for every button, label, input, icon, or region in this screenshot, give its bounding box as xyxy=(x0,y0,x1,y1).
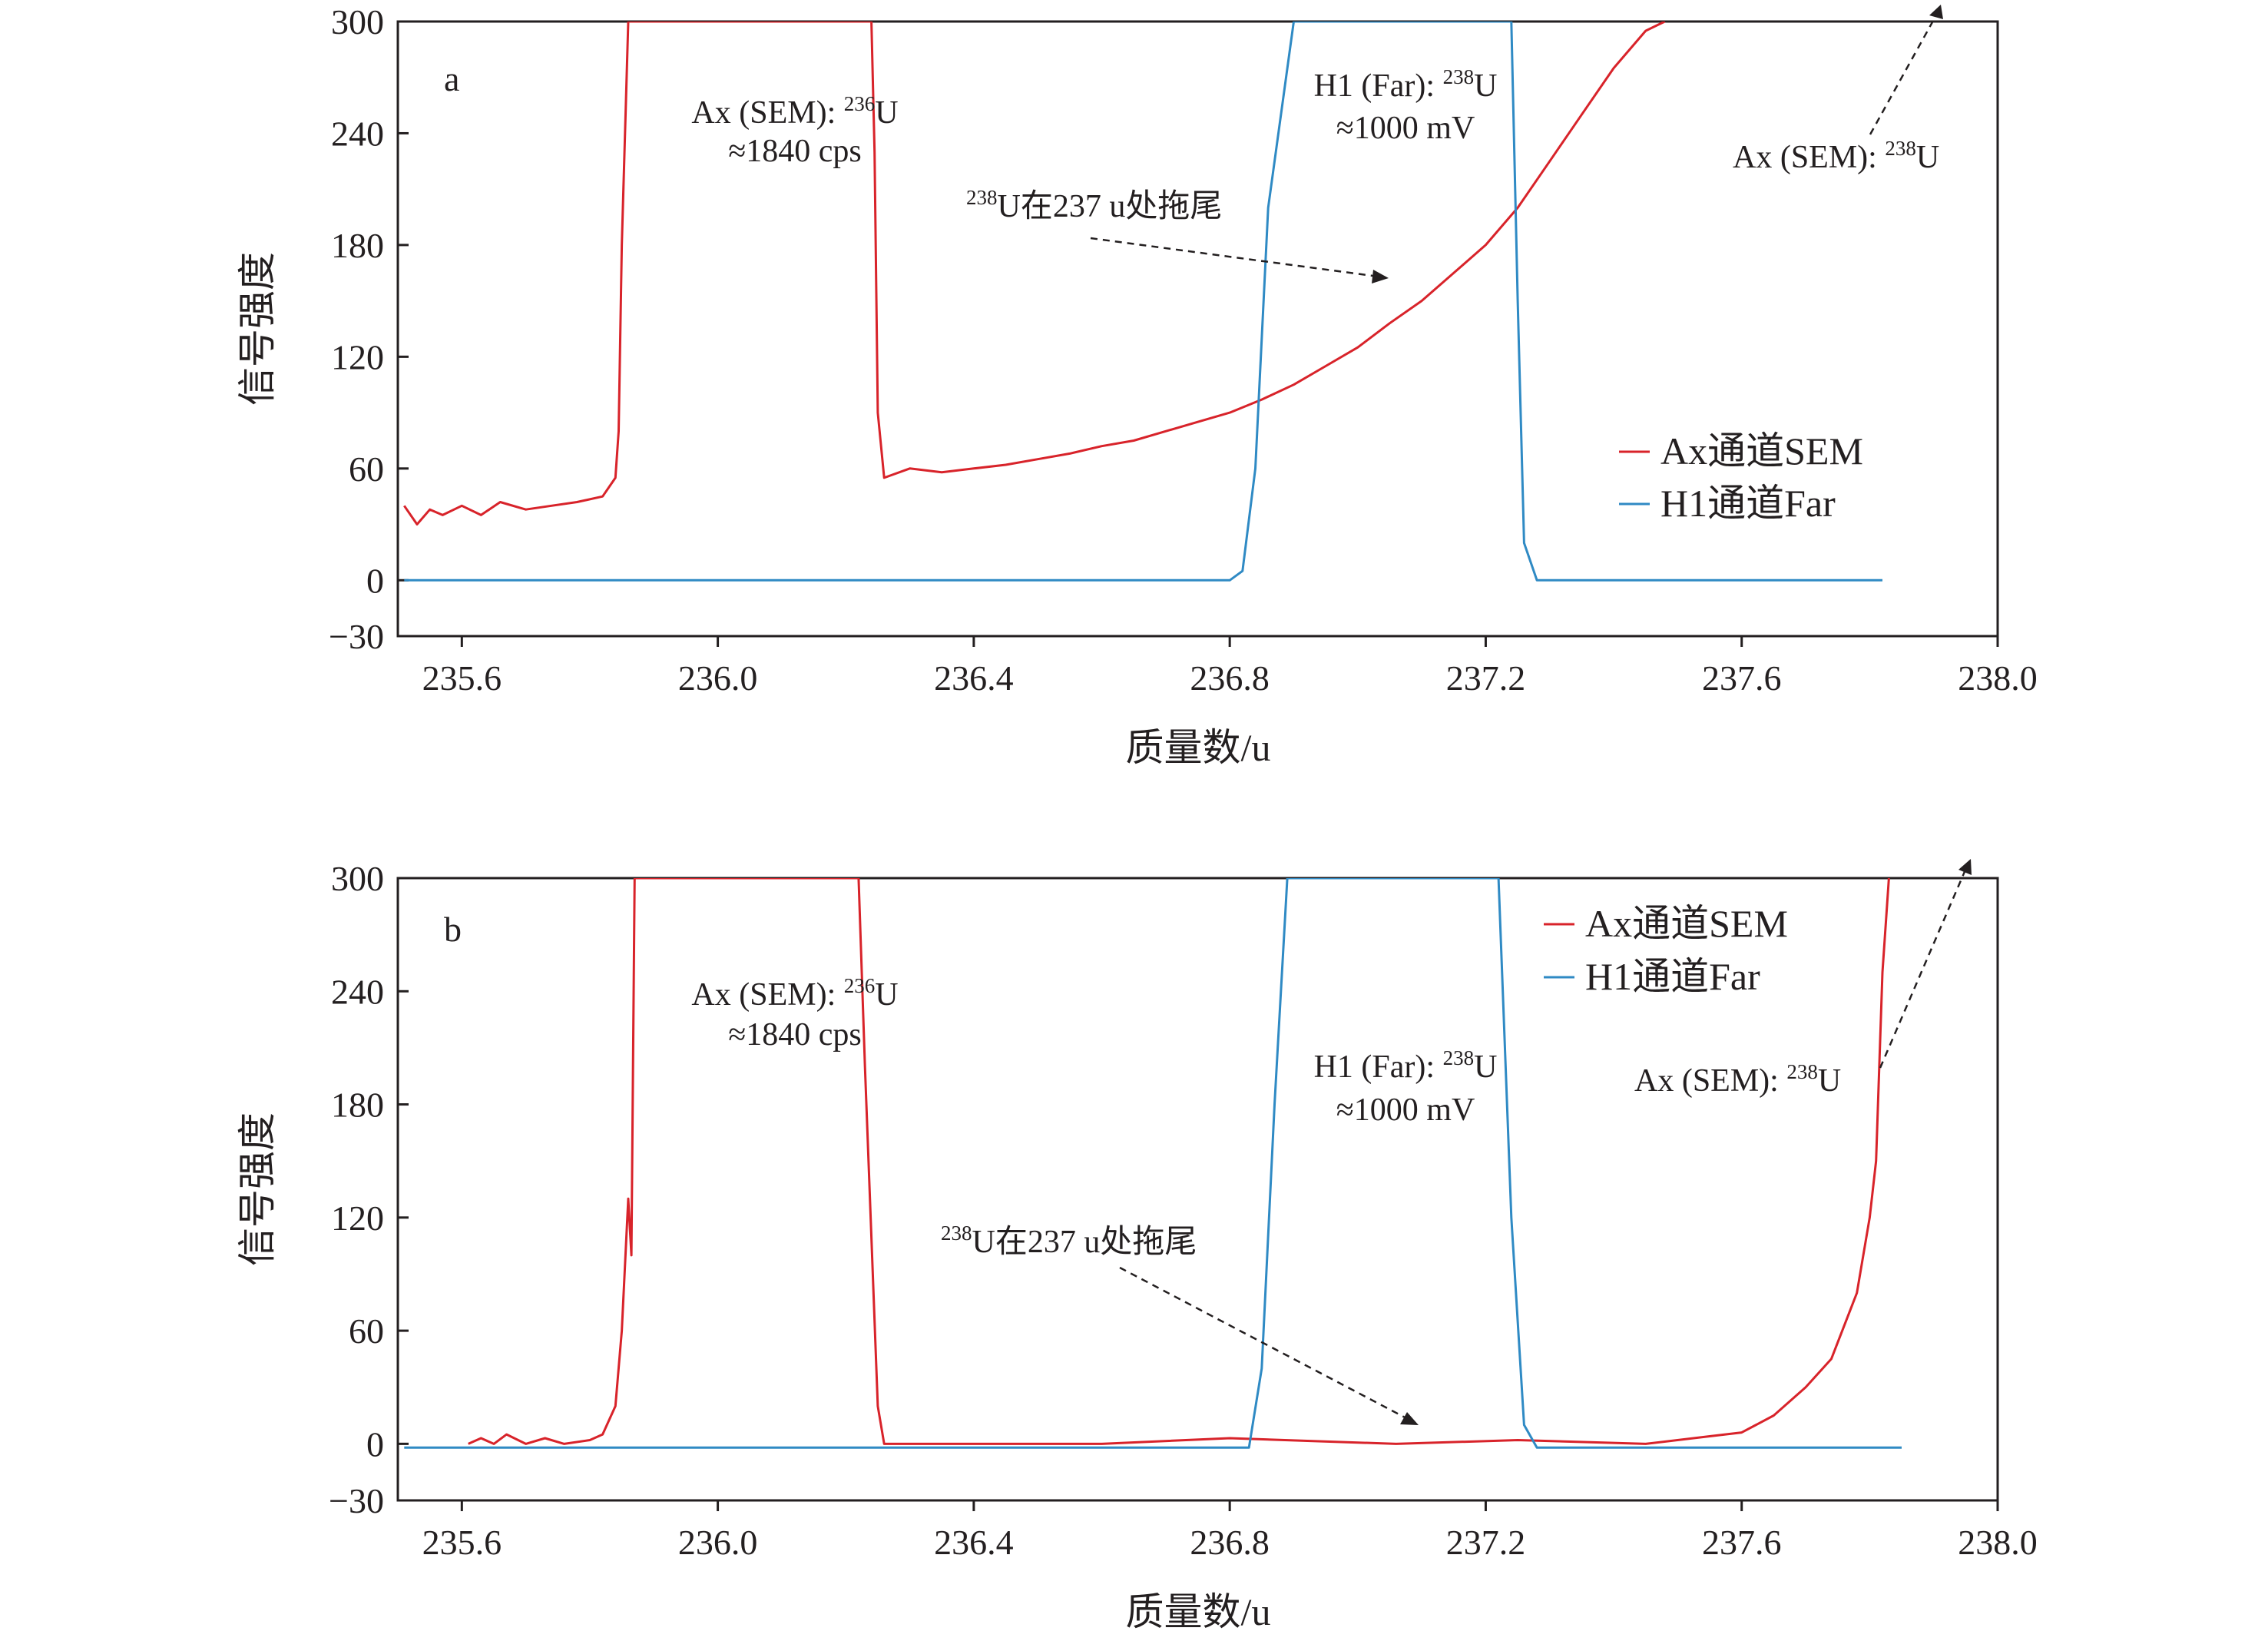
x-tick-label: 236.4 xyxy=(934,658,1014,698)
x-tick-label: 237.2 xyxy=(1446,658,1526,698)
x-tick-label: 236.4 xyxy=(934,1523,1014,1562)
x-tick-label: 238.0 xyxy=(1958,1523,2038,1562)
y-ticks-a: −30 0 60 120 180 240 300 xyxy=(329,2,409,656)
x-tick-label: 237.6 xyxy=(1702,658,1782,698)
panel-label-b: b xyxy=(444,910,462,949)
arrowhead-tail-a xyxy=(1372,270,1389,283)
series-line-h1-far-b xyxy=(404,878,1902,1449)
series-line-h1-far-a xyxy=(404,22,1882,582)
y-tick-label: 0 xyxy=(366,561,384,600)
chart-panel-b: 235.6 236.0 236.4 236.8 237.2 237.6 238.0 −30 0… xyxy=(236,859,2038,1633)
annotation-h1-238u-b: H1 (Far): 238U xyxy=(1314,1046,1498,1085)
x-axis-title-b: 质量数/u xyxy=(1126,1590,1271,1633)
series-line-ax-sem-a xyxy=(403,22,1666,525)
series-line-ax-sem-b xyxy=(468,878,1890,1445)
x-tick-label: 235.6 xyxy=(422,658,502,698)
annotation-ax-238u-b: Ax (SEM): 238U xyxy=(1634,1060,1841,1099)
annotation-ax-236u-b: Ax (SEM): 236U xyxy=(691,974,898,1013)
arrowhead-tail-b xyxy=(1400,1412,1419,1425)
annotation-ax-236u-cps-b: ≈1840 cps xyxy=(728,1017,862,1053)
arrow-tail-b xyxy=(1119,1266,1410,1421)
annotation-238u-tail-b: 238U在237 u处拖尾 xyxy=(941,1222,1197,1260)
y-tick-label: 60 xyxy=(349,449,384,489)
x-ticks-a: 235.6 236.0 236.4 236.8 237.2 237.6 238.0 xyxy=(422,636,2038,698)
x-tick-label: 236.8 xyxy=(1190,1523,1270,1562)
y-tick-label: 120 xyxy=(331,1198,384,1238)
x-tick-label: 237.6 xyxy=(1702,1523,1782,1562)
arrowhead-ax-238u-a xyxy=(1929,5,1943,19)
y-tick-label: 180 xyxy=(331,1086,384,1125)
legend-label-h1-a: H1通道Far xyxy=(1660,482,1836,525)
series-layer-a xyxy=(403,22,1882,582)
chart-panel-a: 235.6 236.0 236.4 236.8 237.2 237.6 238.0 −30 0… xyxy=(236,2,2038,769)
legend-label-ax-b: Ax通道SEM xyxy=(1585,902,1788,945)
y-tick-label: 180 xyxy=(331,226,384,265)
x-tick-label: 236.8 xyxy=(1190,658,1270,698)
annotation-h1-238u-mv-a: ≈1000 mV xyxy=(1336,111,1475,146)
y-ticks-b: −30 0 60 120 180 240 300 xyxy=(329,859,409,1520)
annotation-h1-238u-a: H1 (Far): 238U xyxy=(1314,65,1498,104)
y-tick-label: 240 xyxy=(331,114,384,153)
annotation-h1-238u-mv-b: ≈1000 mV xyxy=(1336,1092,1475,1128)
x-tick-label: 236.0 xyxy=(678,658,758,698)
y-tick-label: −30 xyxy=(329,617,384,656)
y-tick-label: 120 xyxy=(331,337,384,376)
legend-label-h1-b: H1通道Far xyxy=(1585,955,1760,998)
legend-a: Ax通道SEM H1通道Far xyxy=(1619,429,1863,525)
y-tick-label: 300 xyxy=(331,2,384,41)
y-tick-label: 60 xyxy=(349,1311,384,1351)
arrow-ax-238u-b xyxy=(1879,867,1968,1069)
annotation-238u-tail-a: 238U在237 u处拖尾 xyxy=(966,186,1222,224)
y-axis-title-a: 信号强度 xyxy=(236,252,279,406)
x-tick-label: 237.2 xyxy=(1446,1523,1526,1562)
x-ticks-b: 235.6 236.0 236.4 236.8 237.2 237.6 238.0 xyxy=(422,1500,2038,1562)
y-tick-label: 240 xyxy=(331,972,384,1011)
y-axis-title-b: 信号强度 xyxy=(236,1112,279,1266)
y-tick-label: 300 xyxy=(331,859,384,898)
x-tick-label: 238.0 xyxy=(1958,658,2038,698)
x-tick-label: 236.0 xyxy=(678,1523,758,1562)
arrow-tail-a xyxy=(1090,237,1379,278)
x-tick-label: 235.6 xyxy=(422,1523,502,1562)
series-layer-b xyxy=(404,878,1902,1449)
x-axis-title-a: 质量数/u xyxy=(1126,726,1271,769)
y-tick-label: −30 xyxy=(329,1481,384,1520)
arrowhead-ax-238u-b xyxy=(1958,859,1972,875)
y-tick-label: 0 xyxy=(366,1424,384,1464)
plot-frame-a xyxy=(396,20,1999,638)
arrow-ax-238u-a xyxy=(1869,13,1939,135)
plot-frame-b xyxy=(396,877,1999,1502)
panel-label-a: a xyxy=(444,59,459,98)
legend-b: Ax通道SEM H1通道Far xyxy=(1544,902,1788,998)
annotation-ax-236u-a: Ax (SEM): 236U xyxy=(691,92,898,131)
annotation-ax-236u-cps-a: ≈1840 cps xyxy=(728,134,862,169)
legend-label-ax-a: Ax通道SEM xyxy=(1660,429,1863,472)
annotation-ax-238u-a: Ax (SEM): 238U xyxy=(1733,137,1939,175)
